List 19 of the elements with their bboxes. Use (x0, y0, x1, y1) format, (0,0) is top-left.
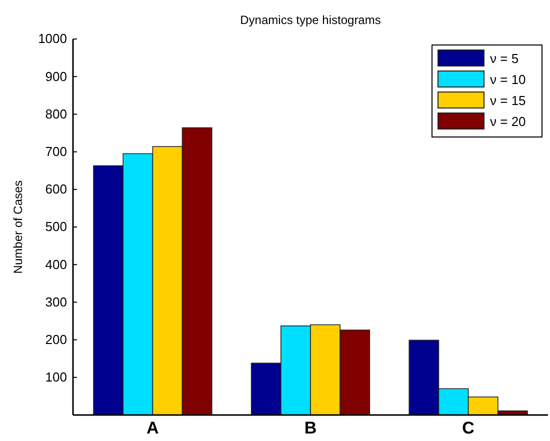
y-tick-label: 1000 (38, 31, 67, 46)
chart-title: Dynamics type histograms (240, 13, 381, 27)
y-tick-label: 900 (45, 68, 67, 84)
y-tick-label: 800 (45, 106, 67, 122)
y-tick-label: 100 (45, 370, 67, 385)
y-tick-label: 400 (45, 256, 67, 272)
y-tick-label: 200 (45, 332, 67, 347)
y-axis-title: Number of Cases (11, 180, 25, 274)
x-tick-label: A (146, 418, 159, 438)
y-tick-label: 300 (45, 294, 67, 310)
legend-label: ν = 15 (490, 93, 526, 108)
y-tick-label: 600 (45, 182, 67, 197)
y-tick-label: 500 (45, 219, 67, 234)
y-tick-label: 700 (45, 144, 67, 159)
legend-label: ν = 5 (490, 51, 519, 66)
x-tick-label: C (462, 418, 474, 438)
legend-label: ν = 10 (490, 72, 526, 87)
x-tick-label: B (304, 418, 317, 438)
legend-label: ν = 20 (490, 114, 526, 129)
